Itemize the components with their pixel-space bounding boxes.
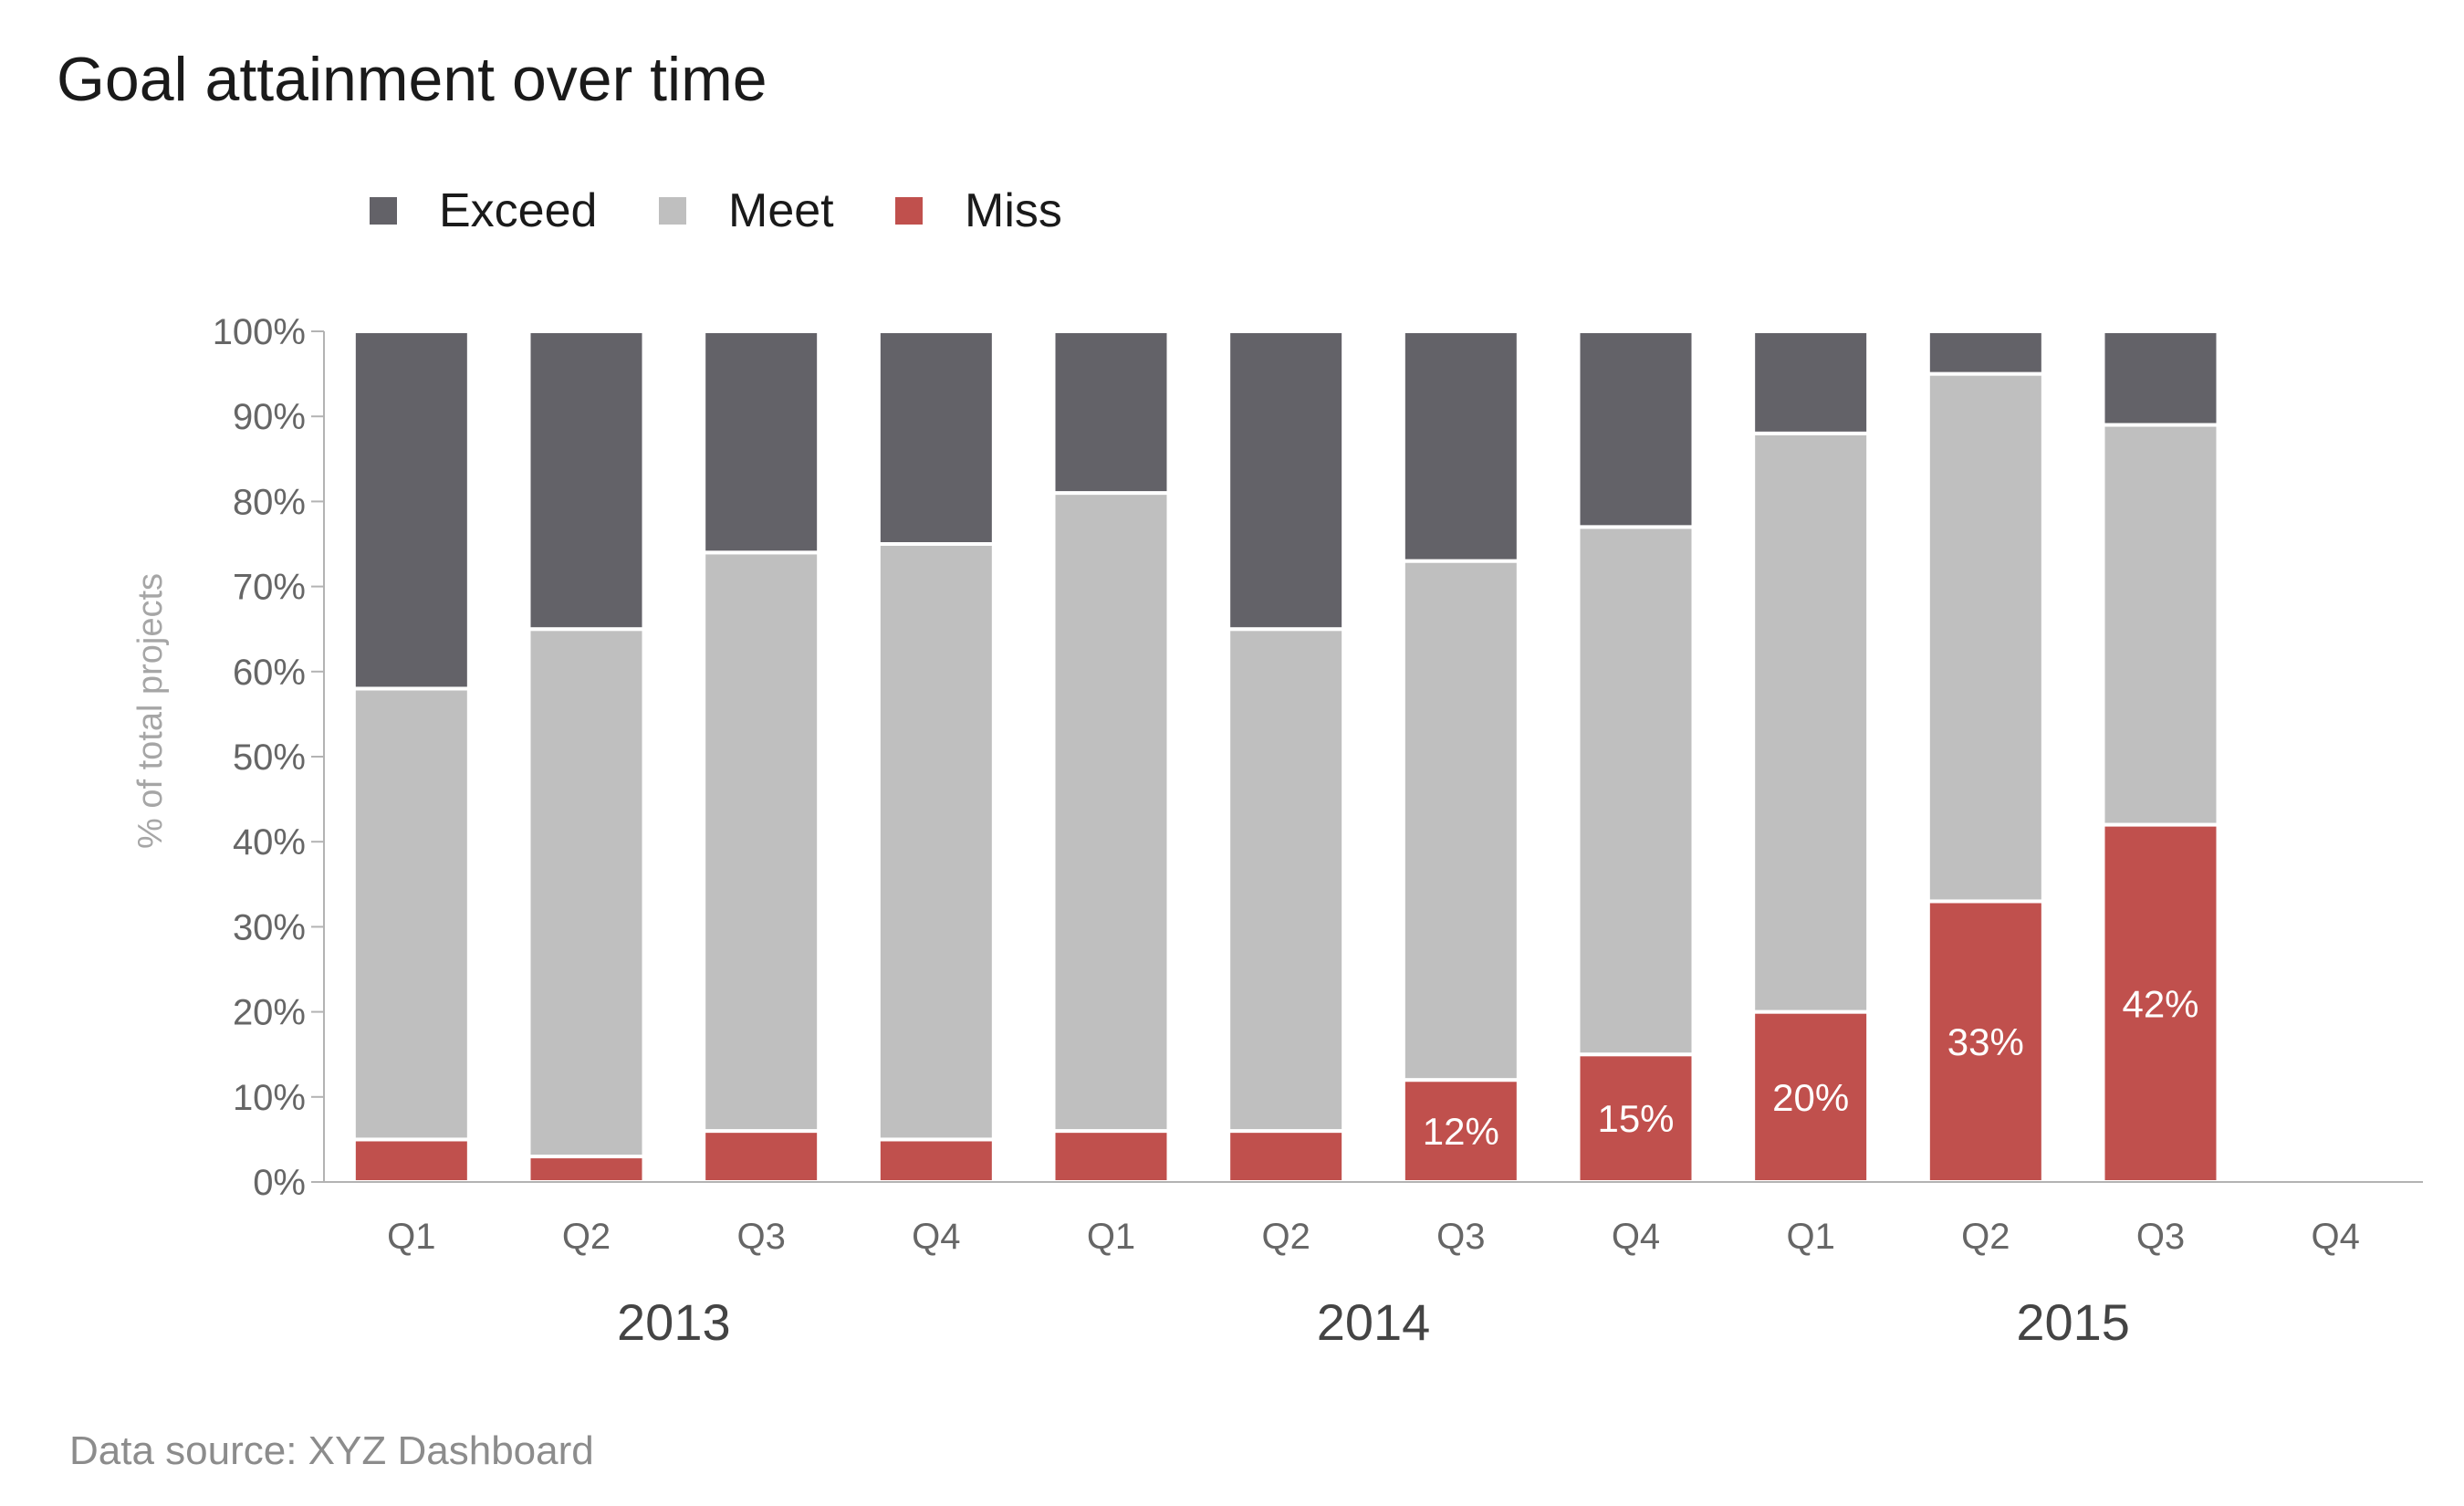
- x-tick-label-11: Q4: [2311, 1217, 2359, 1257]
- bar-miss-8: [1751, 1009, 1871, 1184]
- bar-meet-8: [1751, 431, 1871, 1014]
- x-tick-label-2: Q3: [736, 1217, 785, 1257]
- legend-label-exceed: Exceed: [439, 184, 597, 237]
- bar-miss-2: [702, 1129, 821, 1184]
- bar-meet-6: [1401, 559, 1520, 1082]
- bars: 12% 15% 20% 33% 42%: [351, 329, 2220, 1185]
- bar-meet-2: [702, 550, 821, 1134]
- y-tick-label-8: 80%: [233, 482, 306, 522]
- bar-meet-10: [2101, 423, 2220, 827]
- y-tick-label-5: 50%: [233, 737, 306, 778]
- x-tick-label-8: Q1: [1786, 1217, 1834, 1257]
- bar-meet-3: [876, 542, 996, 1142]
- y-tick-label-3: 30%: [233, 907, 306, 947]
- x-tick-label-6: Q3: [1436, 1217, 1485, 1257]
- bar-meet-7: [1576, 525, 1696, 1057]
- legend-label-meet: Meet: [728, 184, 834, 237]
- y-tick-label-9: 90%: [233, 397, 306, 437]
- legend: Exceed Meet Miss: [370, 184, 1062, 237]
- x-tick-label-4: Q1: [1087, 1217, 1135, 1257]
- data-label-miss-9: 33%: [1947, 1020, 2024, 1063]
- data-label-miss-6: 12%: [1423, 1110, 1499, 1153]
- year-label-2015: 2015: [2016, 1293, 2130, 1351]
- axes: 0% 10% 20% 30% 40% 50% 60% 70% 80% 90% 100% % of to…: [131, 312, 2423, 1351]
- data-label-miss-10: 42%: [2122, 982, 2198, 1025]
- data-label-miss-8: 20%: [1772, 1076, 1849, 1119]
- bar-miss-4: [1051, 1129, 1171, 1184]
- legend-swatch-miss: [895, 197, 923, 225]
- y-tick-label-4: 40%: [233, 822, 306, 863]
- bar-exceed-4: [1051, 329, 1171, 496]
- year-label-2013: 2013: [617, 1293, 731, 1351]
- bar-exceed-2: [702, 329, 821, 555]
- bar-exceed-1: [527, 329, 646, 632]
- x-tick-label-5: Q2: [1261, 1217, 1310, 1257]
- legend-swatch-exceed: [370, 197, 397, 225]
- bar-miss-3: [876, 1137, 996, 1185]
- y-tick-label-2: 20%: [233, 993, 306, 1033]
- bar-meet-5: [1227, 627, 1346, 1134]
- data-source-note: Data source: XYZ Dashboard: [69, 1428, 594, 1473]
- x-tick-label-0: Q1: [387, 1217, 435, 1257]
- y-axis-label: % of total projects: [131, 573, 170, 849]
- bar-exceed-8: [1751, 329, 1871, 435]
- legend-label-miss: Miss: [965, 184, 1062, 237]
- bar-exceed-7: [1576, 329, 1696, 529]
- y-tick-label-7: 70%: [233, 568, 306, 608]
- bar-miss-0: [351, 1137, 471, 1185]
- y-tick-label-1: 10%: [233, 1078, 306, 1118]
- x-tick-label-10: Q3: [2136, 1217, 2185, 1257]
- chart-title: Goal attainment over time: [57, 45, 767, 114]
- bar-miss-6: [1401, 1078, 1520, 1185]
- x-tick-label-9: Q2: [1961, 1217, 2010, 1257]
- year-label-2014: 2014: [1317, 1293, 1431, 1351]
- x-tick-label-1: Q2: [562, 1217, 611, 1257]
- bar-exceed-5: [1227, 329, 1346, 632]
- bar-exceed-6: [1401, 329, 1520, 563]
- bar-meet-1: [527, 627, 646, 1159]
- y-tick-label-10: 100%: [213, 312, 306, 352]
- legend-swatch-meet: [659, 197, 686, 225]
- bar-exceed-9: [1926, 329, 2045, 376]
- y-tick-label-6: 60%: [233, 653, 306, 693]
- bar-miss-5: [1227, 1129, 1346, 1184]
- x-tick-label-7: Q4: [1612, 1217, 1660, 1257]
- x-tick-label-3: Q4: [912, 1217, 960, 1257]
- bar-exceed-10: [2101, 329, 2220, 427]
- bar-meet-9: [1926, 371, 2045, 904]
- bar-exceed-0: [351, 329, 471, 691]
- bar-meet-0: [351, 686, 471, 1142]
- y-tick-label-0: 0%: [253, 1163, 306, 1203]
- bar-meet-4: [1051, 491, 1171, 1134]
- data-label-miss-7: 15%: [1597, 1097, 1674, 1140]
- bar-exceed-3: [876, 329, 996, 546]
- bar-miss-1: [527, 1155, 646, 1185]
